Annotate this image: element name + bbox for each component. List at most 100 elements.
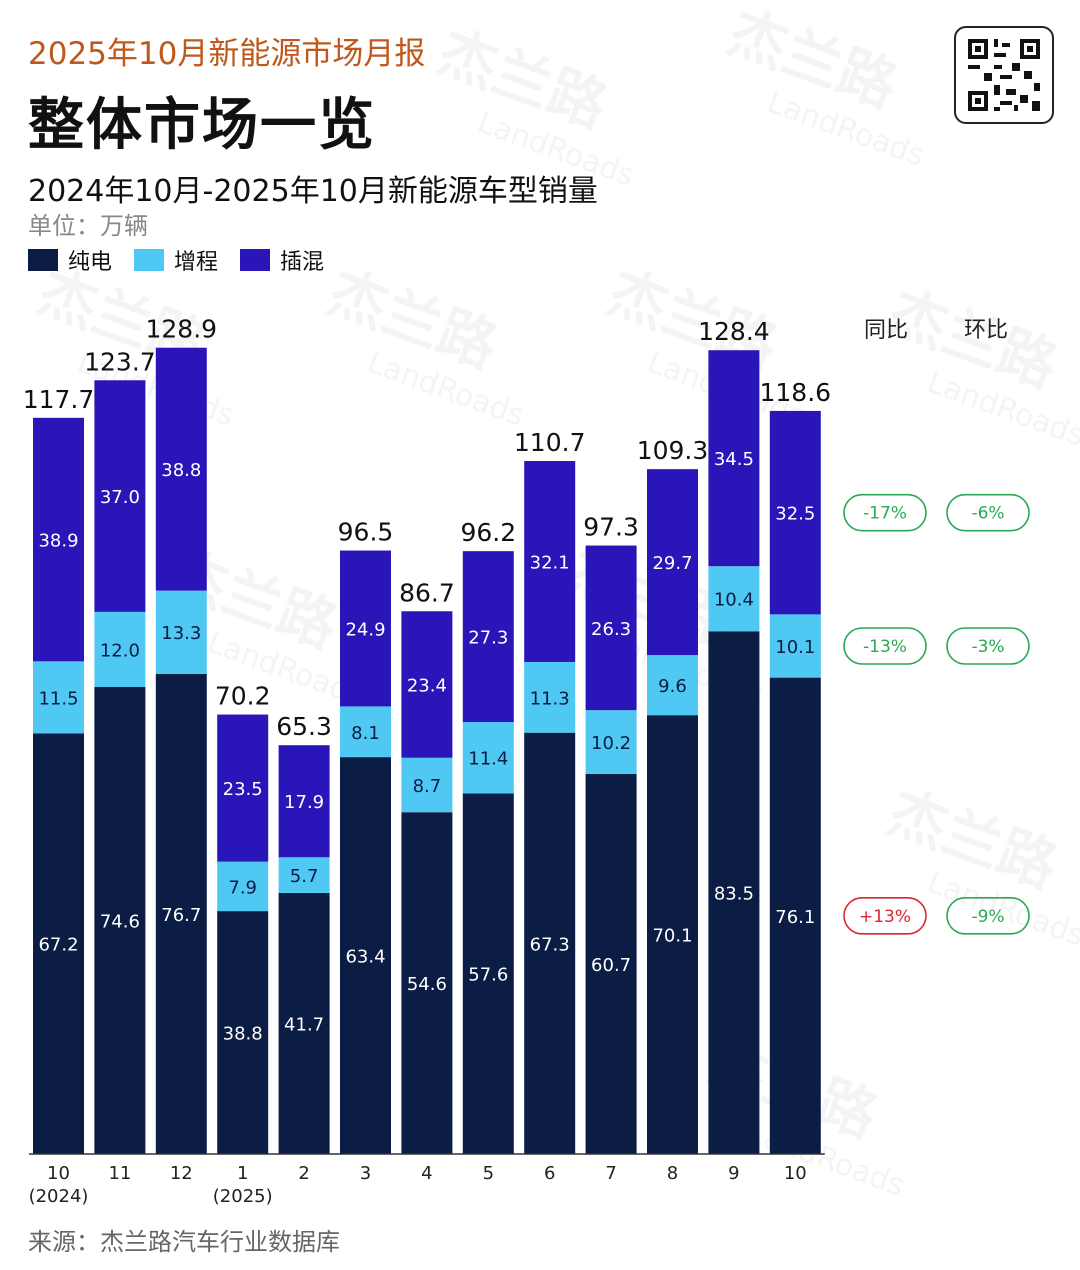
- bar-segment: [401, 757, 453, 813]
- data-label: 8.7: [413, 776, 442, 797]
- yoy-pill: [843, 897, 927, 935]
- data-label: 27.3: [468, 628, 508, 649]
- bar-segment: [524, 732, 576, 1154]
- x-tick-label: 3: [360, 1163, 371, 1184]
- total-label: 110.7: [514, 428, 586, 457]
- mom-value: -3%: [971, 637, 1004, 657]
- data-label: 76.1: [775, 907, 815, 928]
- bar-segment: [33, 417, 84, 662]
- total-label: 96.5: [338, 518, 394, 547]
- x-tick-label: 6: [544, 1163, 555, 1184]
- data-label: 74.6: [100, 912, 140, 933]
- mom-value: -9%: [971, 907, 1004, 927]
- total-label: 86.7: [399, 578, 455, 607]
- x-tick-label: 11: [108, 1163, 131, 1184]
- legend-label: 插混: [280, 250, 325, 275]
- total-label: 70.2: [215, 682, 271, 711]
- legend-item: 增程: [134, 244, 218, 276]
- total-label: 128.9: [146, 315, 218, 344]
- bar-segment: [155, 673, 207, 1154]
- total-label: 117.7: [23, 385, 95, 414]
- legend: 纯电 增程 插混: [28, 244, 330, 276]
- yoy-pill: [843, 493, 927, 532]
- yoy-value: -17%: [863, 504, 907, 524]
- bar-segment: [769, 410, 821, 615]
- data-label: 10.4: [714, 590, 754, 611]
- data-label: 26.3: [591, 619, 631, 640]
- total-label: 118.6: [760, 378, 832, 407]
- bar-segment: [278, 857, 330, 893]
- data-label: 8.1: [351, 723, 380, 744]
- bar-segment: [708, 566, 760, 632]
- data-label: 11.3: [530, 688, 570, 709]
- data-label: 7.9: [228, 877, 257, 898]
- mom-pill: [946, 493, 1030, 532]
- bar-segment: [647, 469, 698, 656]
- x-tick-label: 4: [421, 1163, 432, 1184]
- data-label: 57.6: [468, 965, 508, 986]
- bar-segment: [769, 677, 821, 1154]
- bar-segment: [462, 551, 514, 723]
- x-tick-label: 9: [728, 1163, 739, 1184]
- qr-code-icon: [954, 26, 1054, 124]
- bar-segment: [401, 812, 453, 1154]
- bar-segment: [340, 706, 391, 758]
- bar-segment: [217, 861, 269, 912]
- bar-segment: [217, 714, 269, 862]
- legend-item: 插混: [240, 244, 324, 276]
- x-tick-label: 12: [170, 1163, 193, 1184]
- bar-segment: [708, 350, 760, 567]
- x-tick-label: 10: [784, 1163, 807, 1184]
- x-tick-label: 2: [298, 1163, 309, 1184]
- bar-segment: [585, 774, 637, 1154]
- bar-segment: [462, 793, 514, 1154]
- mom-pill: [946, 627, 1030, 665]
- qr-code-graphic: [968, 39, 1040, 111]
- bar-segment: [94, 611, 146, 688]
- x-tick-year: (2024): [29, 1186, 89, 1207]
- data-label: 17.9: [284, 792, 324, 813]
- data-label: 29.7: [652, 553, 692, 574]
- data-label: 12.0: [100, 640, 140, 661]
- data-label: 38.8: [161, 460, 201, 481]
- bar-segment: [585, 710, 637, 775]
- x-tick-label: 1: [237, 1163, 248, 1184]
- yoy-header: 同比: [864, 318, 909, 343]
- bar-segment: [647, 715, 698, 1154]
- page-title: 整体市场一览: [28, 93, 376, 158]
- data-label: 32.5: [775, 504, 815, 525]
- yoy-pill: [843, 627, 927, 665]
- total-label: 128.4: [698, 317, 770, 346]
- bar-segment: [462, 722, 514, 794]
- bar-segment: [524, 661, 576, 733]
- mom-header: 环比: [964, 318, 1009, 343]
- bar-segment: [647, 655, 698, 716]
- data-label: 63.4: [345, 947, 385, 968]
- data-label: 83.5: [714, 884, 754, 905]
- data-label: 10.1: [775, 637, 815, 658]
- legend-swatch: [240, 249, 271, 271]
- data-label: 32.1: [530, 552, 570, 573]
- bar-segment: [401, 611, 453, 758]
- x-tick-label: 7: [605, 1163, 616, 1184]
- total-label: 109.3: [637, 436, 709, 465]
- data-label: 38.8: [223, 1024, 263, 1045]
- bar-segment: [708, 631, 760, 1154]
- data-label: 67.3: [530, 934, 570, 955]
- x-tick-label: 10: [47, 1163, 70, 1184]
- data-label: 11.5: [38, 688, 78, 709]
- bar-segment: [340, 757, 391, 1154]
- mom-pill: [946, 897, 1030, 935]
- data-label: 5.7: [290, 866, 319, 887]
- data-label: 24.9: [345, 619, 385, 640]
- bar-segment: [155, 590, 207, 674]
- bar-segment: [33, 661, 84, 734]
- legend-label: 纯电: [68, 250, 113, 275]
- data-label: 54.6: [407, 974, 447, 995]
- bar-segment: [524, 461, 576, 662]
- data-label: 60.7: [591, 955, 631, 976]
- yoy-value: +13%: [859, 907, 911, 927]
- mom-value: -6%: [971, 504, 1004, 524]
- legend-swatch: [28, 249, 58, 271]
- total-label: 97.3: [583, 513, 639, 542]
